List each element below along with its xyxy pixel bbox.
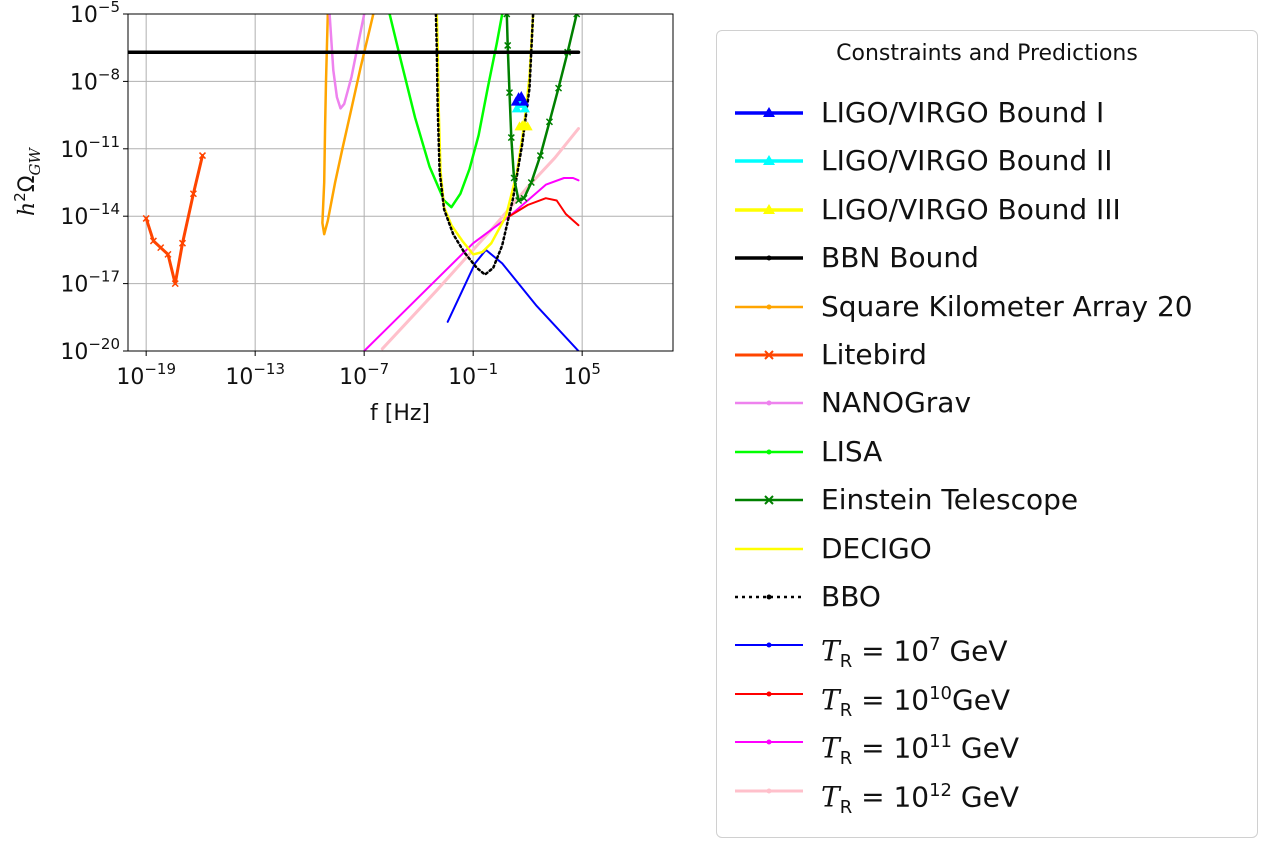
series-marker-litebird — [164, 250, 172, 258]
series-marker-litebird — [142, 214, 150, 222]
series-marker-et — [503, 14, 511, 18]
legend-item-tr7: TR = 107 GeV — [717, 625, 1257, 672]
y-tick-label: 10−20 — [60, 335, 120, 365]
y-axis-label: h2ΩGW — [11, 146, 44, 216]
legend-item-lisa: LISA — [717, 432, 1257, 472]
x-tick-label: 10−7 — [339, 360, 389, 390]
series-line-bbo — [434, 14, 535, 276]
legend-label-decigo: DECIGO — [821, 531, 932, 565]
legend-swatch-tr10 — [735, 691, 803, 697]
x-tick-label: 105 — [563, 360, 601, 390]
x-axis-ticks: 10−19 10−13 10−7 10−1 105 — [116, 351, 601, 390]
legend-label-ligo2: LIGO/VIRGO Bound II — [821, 144, 1113, 178]
series-marker-et — [527, 178, 535, 187]
x-tick-label: 10−19 — [116, 360, 176, 390]
y-tick-label: 10−5 — [70, 0, 120, 28]
legend-swatch-tr12 — [735, 788, 803, 794]
legend-swatch-bbn — [735, 255, 803, 261]
legend-label-ska: Square Kilometer Array 20 — [821, 289, 1193, 323]
series-line-decigo — [435, 14, 535, 256]
series-marker-ligo3 — [522, 121, 533, 131]
legend-item-decigo: DECIGO — [717, 529, 1257, 569]
legend-item-nanograv: NANOGrav — [717, 383, 1257, 423]
series-marker-litebird — [149, 237, 157, 245]
series-marker-litebird — [189, 190, 197, 198]
series-marker-et — [520, 194, 528, 202]
legend-item-tr11: TR = 1011 GeV — [717, 722, 1257, 769]
series-line-nanograv — [328, 14, 366, 110]
legend-swatch-nanograv — [735, 400, 803, 406]
legend-label-tr7: TR = 107 GeV — [821, 634, 1008, 673]
x-tick-label: 10−1 — [448, 360, 498, 390]
legend-swatch-litebird — [735, 350, 803, 360]
series-marker-et — [555, 84, 563, 92]
series-marker-ligo2 — [519, 103, 530, 113]
series-marker-et — [504, 41, 512, 49]
series-marker-et — [505, 89, 514, 97]
legend-label-ligo3: LIGO/VIRGO Bound III — [821, 192, 1121, 226]
series-line-litebird — [144, 154, 204, 286]
plot-frame — [127, 13, 674, 352]
legend-swatch-ligo1 — [735, 107, 803, 117]
series-marker-et — [507, 134, 515, 142]
y-tick-label: 10−8 — [70, 65, 120, 95]
y-tick-label: 10−11 — [60, 133, 120, 163]
series-marker-ligo1 — [519, 96, 530, 106]
legend-label-ligo1: LIGO/VIRGO Bound I — [821, 96, 1105, 129]
legend-label-bbo: BBO — [821, 580, 881, 613]
legend-item-et: Einstein Telescope — [717, 480, 1257, 520]
legend-label-litebird: Litebird — [821, 338, 927, 371]
legend-label-tr12: TR = 1012 GeV — [821, 779, 1019, 818]
series-line-tr11 — [363, 177, 580, 351]
x-tick-label: 10−13 — [225, 360, 285, 390]
legend-label-tr11: TR = 1011 GeV — [821, 731, 1019, 770]
series-marker-litebird — [178, 239, 187, 247]
legend-item-tr10: TR = 1010GeV — [717, 674, 1257, 721]
legend-item-ska: Square Kilometer Array 20 — [717, 287, 1257, 327]
legend: Constraints and Predictions LIGO/VIRGO B… — [716, 30, 1258, 838]
series-line-tr10 — [508, 197, 580, 227]
series-marker-litebird — [171, 280, 179, 288]
y-tick-label: 10−14 — [60, 200, 120, 230]
series-marker-litebird — [157, 244, 165, 252]
series-marker-et — [515, 196, 523, 205]
series-marker-et — [573, 14, 581, 18]
legend-swatch-et — [735, 495, 803, 505]
legend-item-bbn: BBN Bound — [717, 238, 1257, 278]
legend-swatch-ligo3 — [735, 203, 803, 214]
series-marker-litebird — [198, 152, 207, 160]
legend-item-bbo: BBO — [717, 577, 1257, 617]
series-marker-et — [545, 118, 553, 126]
legend-swatch-lisa — [735, 449, 803, 455]
x-axis-label: f [Hz] — [370, 401, 430, 426]
legend-item-ligo1: LIGO/VIRGO Bound I — [717, 93, 1257, 133]
legend-label-bbn: BBN Bound — [821, 241, 979, 275]
legend-item-ligo3: LIGO/VIRGO Bound III — [717, 190, 1257, 230]
series-line-lisa — [388, 14, 504, 209]
y-axis-ticks: 10−20 10−17 10−14 10−11 10−8 10−5 — [60, 0, 128, 365]
grid-lines — [128, 13, 673, 352]
series-line-ska — [321, 14, 375, 236]
legend-swatch-tr7 — [735, 642, 803, 648]
legend-swatch-ska — [735, 304, 803, 310]
legend-swatch-bbo — [735, 594, 803, 600]
legend-swatch-decigo — [735, 547, 803, 550]
legend-label-nanograv: NANOGrav — [821, 386, 972, 420]
y-tick-label: 10−17 — [60, 268, 120, 298]
legend-swatch-ligo2 — [735, 155, 803, 166]
legend-item-litebird: Litebird — [717, 335, 1257, 375]
legend-label-lisa: LISA — [821, 434, 883, 468]
series-marker-et — [536, 152, 544, 160]
series-marker-et — [510, 174, 518, 182]
legend-item-tr12: TR = 1012 GeV — [717, 771, 1257, 818]
plot: 10−19 10−13 10−7 10−1 105 10−2010−1710−1410−… — [11, 0, 674, 426]
legend-label-tr10: TR = 1010GeV — [821, 682, 1011, 721]
legend-label-et: Einstein Telescope — [821, 483, 1079, 517]
data-curves — [128, 14, 581, 351]
legend-title: Constraints and Predictions — [836, 41, 1138, 66]
legend-swatch-tr11 — [735, 739, 803, 745]
legend-item-ligo2: LIGO/VIRGO Bound II — [717, 141, 1257, 181]
series-line-tr7 — [446, 248, 580, 351]
